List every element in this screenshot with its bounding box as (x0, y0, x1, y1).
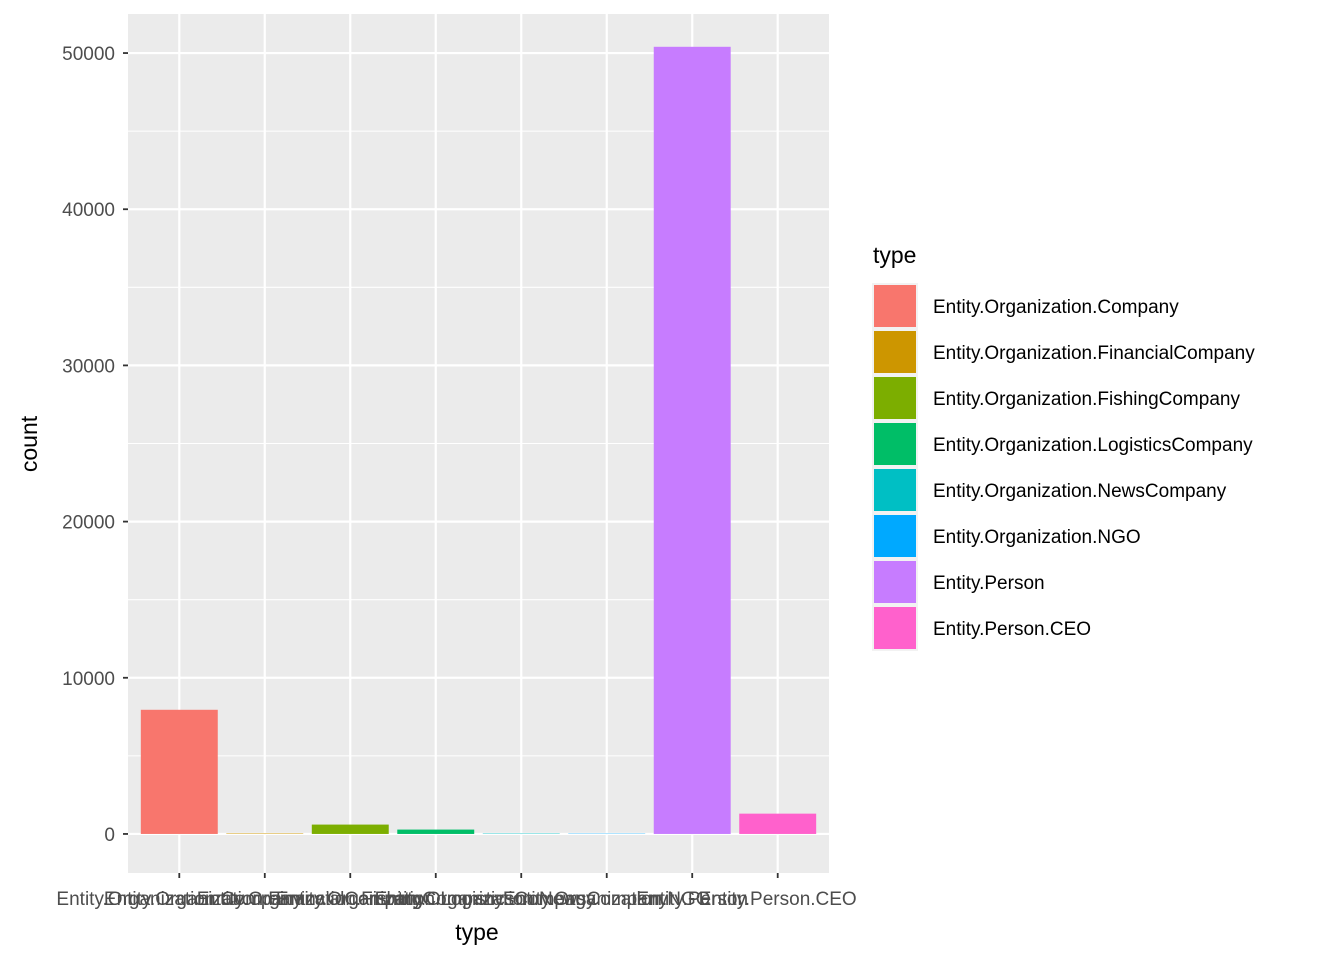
y-tick-label: 0 (104, 825, 115, 846)
legend-swatch (874, 469, 916, 511)
legend-label: Entity.Organization.LogisticsCompany (933, 435, 1253, 456)
legend-swatch (874, 607, 916, 649)
y-tick-label: 30000 (62, 356, 115, 377)
y-tick-label: 40000 (62, 200, 115, 221)
x-tick-label: Entity.Person.CEO (699, 889, 857, 910)
legend-label: Entity.Organization.Company (933, 297, 1179, 318)
legend-label: Entity.Organization.NewsCompany (933, 481, 1227, 502)
bar (141, 710, 218, 834)
bar (397, 830, 474, 834)
legend-swatch (874, 331, 916, 373)
legend-swatch (874, 285, 916, 327)
bar (654, 47, 731, 834)
legend-label: Entity.Person (933, 573, 1045, 594)
legend-label: Entity.Organization.NGO (933, 527, 1141, 548)
bar (312, 825, 389, 834)
legend-label: Entity.Organization.FishingCompany (933, 389, 1240, 410)
x-axis: Entity.Organization.CompanyEntity.Organi… (56, 873, 856, 910)
legend-label: Entity.Organization.FinancialCompany (933, 343, 1255, 364)
legend-swatch (874, 561, 916, 603)
legend-swatch (874, 515, 916, 557)
y-axis-title: count (16, 415, 42, 472)
legend: type Entity.Organization.Company Entity.O… (872, 242, 1255, 651)
legend-title: type (873, 242, 916, 268)
legend-label: Entity.Person.CEO (933, 619, 1091, 640)
bar (739, 814, 816, 834)
y-tick-label: 10000 (62, 669, 115, 690)
y-axis: 0 10000 20000 30000 40000 50000 (62, 44, 128, 846)
y-tick-label: 20000 (62, 513, 115, 534)
legend-swatch (874, 377, 916, 419)
y-tick-label: 50000 (62, 44, 115, 65)
x-axis-title: type (455, 919, 498, 945)
legend-swatch (874, 423, 916, 465)
